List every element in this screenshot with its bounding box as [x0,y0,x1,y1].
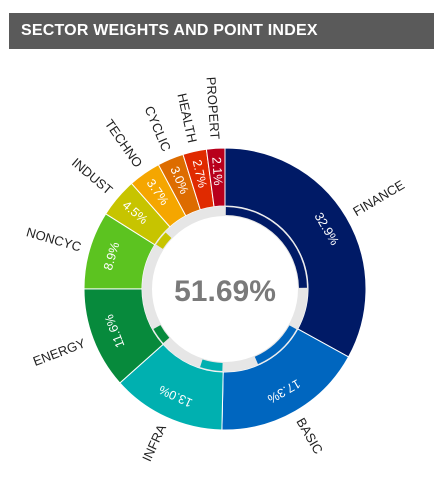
slice-name-label-health: HEALTH [174,92,200,144]
point-index-energy [153,325,170,344]
slice-pct-label-propert: 2.1% [209,157,225,186]
outer-ring: 32.9%17.3%13.0%11.6%8.9%4.5%3.7%3.0%2.7%… [83,147,367,431]
point-index-basic [254,325,297,365]
slice-name-label-finance: FINANCE [350,177,407,219]
slice-pct-label-health: 2.7% [190,158,210,189]
point-index-ring [142,206,308,372]
slice-name-label-infra: INFRA [139,422,169,464]
point-index-indust [156,232,172,249]
center-value: 51.69% [174,275,276,308]
slice-name-label-energy: ENERGY [31,335,88,369]
chart-title: SECTOR WEIGHTS AND POINT INDEX [21,22,318,39]
slice-name-label-cyclic: CYCLIC [142,104,174,154]
chart-title-bar: SECTOR WEIGHTS AND POINT INDEX [9,13,434,49]
point-index-finance [225,207,307,288]
slice-name-label-basic: BASIC [293,415,325,456]
inner-track [142,206,308,372]
slice-name-label-noncyc: NONCYC [25,224,83,254]
slice-name-label-propert: PROPERT [203,76,222,140]
slice-name-label-indust: INDUST [69,155,116,198]
point-index-infra [200,359,223,371]
slice-name-label-techno: TECHNO [102,117,146,171]
